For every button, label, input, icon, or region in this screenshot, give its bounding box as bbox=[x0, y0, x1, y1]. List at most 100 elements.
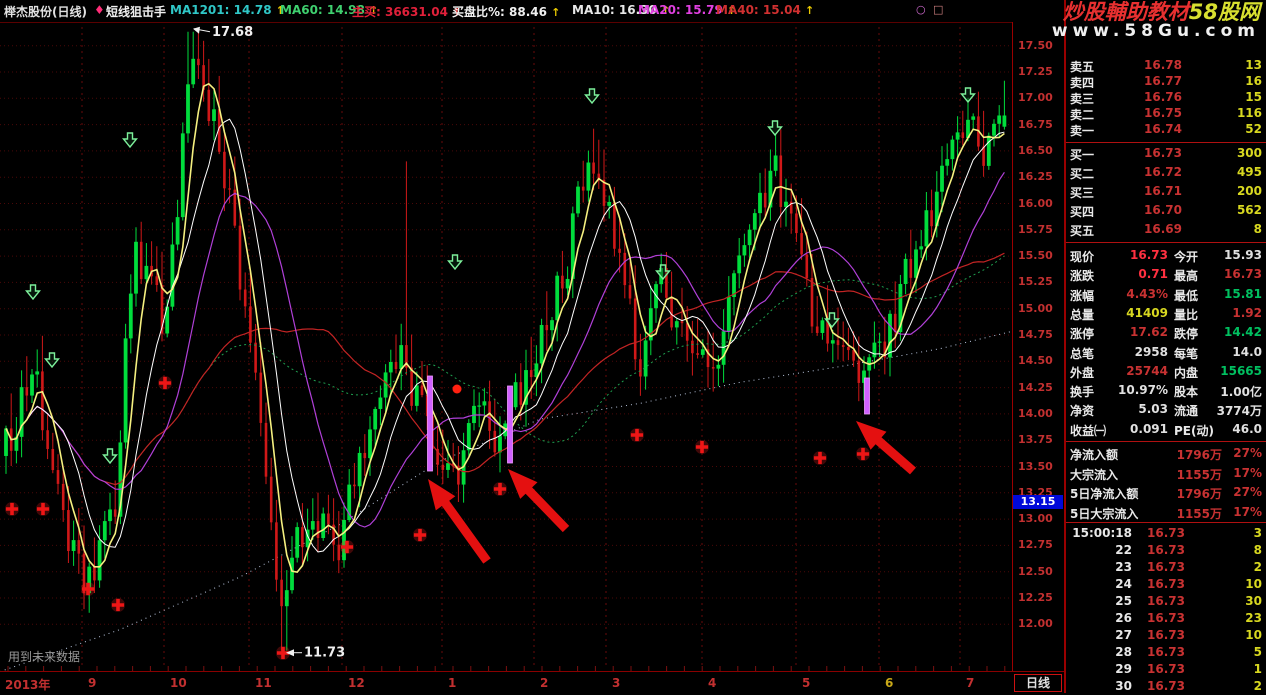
chart-canvas[interactable]: 17.68 11.73 bbox=[0, 23, 1012, 672]
signal-bar-magenta bbox=[864, 377, 870, 415]
bid-row-2[interactable]: 买二 16.72 495 bbox=[1066, 165, 1266, 181]
flow-row-1: 大宗流入 1155万 17% bbox=[1066, 466, 1266, 482]
stat-value: 1.92 bbox=[1232, 305, 1262, 320]
bid-row-1[interactable]: 买一 16.73 300 bbox=[1066, 146, 1266, 162]
flow-value: 1796万 bbox=[1176, 487, 1222, 501]
ask-row-3[interactable]: 卖三 16.76 15 bbox=[1066, 90, 1266, 106]
tick-row-2: 23 16.73 2 bbox=[1066, 560, 1266, 576]
topbar-value-0: MA1201: 14.78 ↑ bbox=[170, 3, 285, 17]
flow-label: 5日大宗流入 bbox=[1070, 506, 1139, 521]
tick-row-4: 25 16.73 30 bbox=[1066, 594, 1266, 610]
price-axis-label: 12.50 bbox=[1018, 564, 1053, 578]
stat-label: 涨停 bbox=[1070, 327, 1095, 342]
tick-volume: 1 bbox=[1253, 662, 1262, 676]
bid-row-3[interactable]: 买三 16.71 200 bbox=[1066, 184, 1266, 200]
bid-price: 16.71 bbox=[1144, 184, 1182, 198]
low-price-label: 11.73 bbox=[304, 646, 345, 661]
stat-value: 16.73 bbox=[1130, 248, 1168, 262]
sell-signal-arrow-icon bbox=[960, 87, 976, 104]
stat-label: 外盘 bbox=[1070, 365, 1095, 380]
ask-label: 卖三 bbox=[1070, 92, 1095, 106]
ma-line bbox=[5, 252, 1005, 486]
stat-value: 5.03 bbox=[1138, 402, 1168, 417]
price-axis-label: 12.75 bbox=[1018, 538, 1053, 552]
up-arrow-icon: ↑ bbox=[369, 4, 379, 17]
buy-signal-cross-icon bbox=[82, 583, 94, 595]
sell-signal-arrow-icon bbox=[102, 448, 118, 465]
price-axis-label: 17.50 bbox=[1018, 38, 1053, 52]
ask-volume: 16 bbox=[1245, 74, 1262, 88]
bid-label: 买五 bbox=[1070, 224, 1095, 238]
price-axis-label: 14.25 bbox=[1018, 380, 1053, 394]
flow-row-0: 净流入额 1796万 27% bbox=[1066, 446, 1266, 462]
zoom-tool-icon[interactable]: ○ bbox=[916, 3, 926, 16]
stat-row-1: 涨跌 0.71 最高 16.73 bbox=[1066, 267, 1266, 283]
stat-label: 内盘 bbox=[1174, 365, 1199, 380]
topbar-value-1: MA60: 14.98 ↑ bbox=[280, 3, 379, 17]
ask-volume: 52 bbox=[1245, 122, 1262, 136]
window-tool-icon[interactable]: □ bbox=[933, 3, 944, 16]
tick-time: 24 bbox=[1115, 577, 1132, 591]
stat-label: 跌停 bbox=[1174, 327, 1199, 342]
price-axis-label: 16.75 bbox=[1018, 117, 1053, 131]
buy-signal-cross-icon bbox=[857, 448, 869, 461]
flow-label: 5日净流入额 bbox=[1070, 487, 1139, 501]
stat-label: 总笔 bbox=[1070, 346, 1095, 361]
tick-time: 29 bbox=[1115, 662, 1132, 676]
stat-value: 17.62 bbox=[1130, 325, 1168, 340]
price-axis-label: 14.75 bbox=[1018, 328, 1053, 341]
tick-row-8: 29 16.73 1 bbox=[1066, 662, 1266, 678]
bid-row-5[interactable]: 买五 16.69 8 bbox=[1066, 222, 1266, 238]
month-label-6: 6 bbox=[885, 676, 894, 690]
stat-value: 25744 bbox=[1126, 363, 1168, 378]
stat-label: 总量 bbox=[1070, 307, 1095, 322]
tick-price: 16.73 bbox=[1147, 526, 1185, 540]
red-dot-marker bbox=[452, 384, 462, 394]
watermark-title: 炒股輔助教材58股网 bbox=[1062, 0, 1260, 24]
up-arrow-icon: ↑ bbox=[661, 4, 671, 17]
stat-value: 14.0 bbox=[1232, 344, 1262, 359]
ask-row-1[interactable]: 卖一 16.74 52 bbox=[1066, 122, 1266, 138]
stat-row-2: 涨幅 4.43% 最低 15.81 bbox=[1066, 287, 1266, 303]
time-axis: 2013年 9 10 11 12 1 2 3 4 5 6 7 bbox=[0, 671, 1064, 694]
stat-row-4: 涨停 17.62 跌停 14.42 bbox=[1066, 325, 1266, 341]
stat-label: 流通 bbox=[1174, 404, 1199, 419]
price-axis-label: 15.50 bbox=[1018, 249, 1053, 263]
stat-row-7: 换手 10.97% 股本 1.00亿 bbox=[1066, 383, 1266, 399]
buy-signal-cross-icon bbox=[414, 529, 427, 541]
stat-row-9: 收益㈠ 0.091 PE(动) 46.0 bbox=[1066, 422, 1266, 438]
panel-divider bbox=[1066, 142, 1266, 143]
ask-row-2[interactable]: 卖二 16.75 116 bbox=[1066, 106, 1266, 122]
stat-label: 今开 bbox=[1174, 250, 1199, 264]
annotation-arrow bbox=[508, 469, 570, 533]
bid-row-4[interactable]: 买四 16.70 562 bbox=[1066, 203, 1266, 219]
stat-label: 股本 bbox=[1174, 385, 1199, 400]
tick-volume: 10 bbox=[1245, 577, 1262, 591]
stat-label: 净资 bbox=[1070, 404, 1095, 419]
ask-price: 16.78 bbox=[1144, 58, 1182, 72]
watermark: 炒股輔助教材58股网 www.58Gu.com bbox=[1052, 1, 1260, 41]
stat-label: 收益㈠ bbox=[1070, 423, 1107, 438]
tick-row-0: 15:00:18 16.73 3 bbox=[1066, 526, 1266, 542]
buy-signal-cross-icon bbox=[277, 647, 290, 659]
ask-row-4[interactable]: 卖四 16.77 16 bbox=[1066, 74, 1266, 90]
sell-signal-arrow-icon bbox=[767, 120, 783, 137]
period-button[interactable]: 日线 bbox=[1014, 674, 1062, 692]
topbar-value-5: MA20: 15.79 ↑ bbox=[638, 3, 737, 17]
tick-time: 15:00:18 bbox=[1072, 526, 1132, 540]
ask-volume: 13 bbox=[1245, 58, 1262, 72]
diamond-icon: ♦ bbox=[94, 3, 105, 17]
indicator-name: 短线狙击手 bbox=[106, 5, 167, 19]
month-label-3: 3 bbox=[612, 676, 621, 690]
ask-row-5[interactable]: 卖五 16.78 13 bbox=[1066, 58, 1266, 74]
price-axis-label: 15.25 bbox=[1018, 275, 1053, 289]
buy-signal-cross-icon bbox=[6, 503, 18, 515]
ask-label: 卖四 bbox=[1070, 76, 1095, 90]
sell-signal-arrow-icon bbox=[122, 132, 138, 149]
stat-row-3: 总量 41409 量比 1.92 bbox=[1066, 306, 1266, 322]
candlestick-chart[interactable]: 17.68 11.73 bbox=[0, 22, 1012, 672]
stat-row-8: 净资 5.03 流通 3774万 bbox=[1066, 402, 1266, 418]
bid-label: 买三 bbox=[1070, 186, 1095, 200]
price-axis-label: 17.00 bbox=[1018, 91, 1053, 105]
stat-value: 46.0 bbox=[1232, 421, 1262, 436]
